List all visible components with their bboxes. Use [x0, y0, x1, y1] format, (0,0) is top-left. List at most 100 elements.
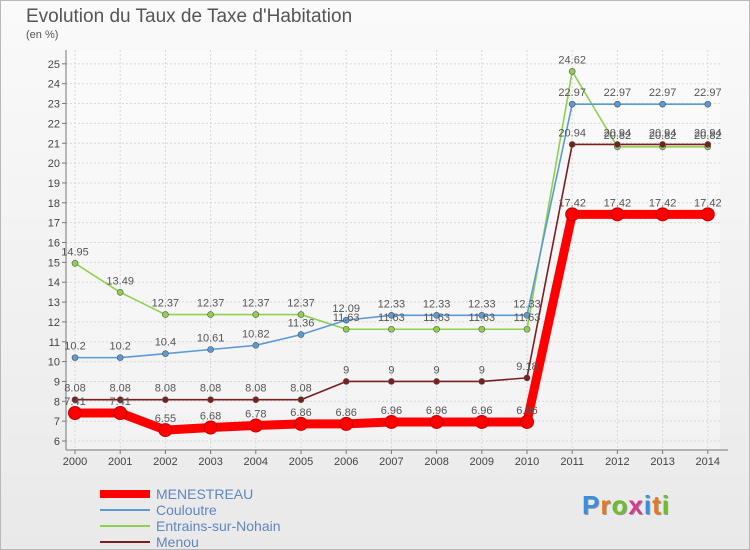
data-label: 22.97 [558, 87, 586, 99]
data-label: 12.37 [242, 298, 270, 310]
legend-label-couloutre: Couloutre [156, 502, 217, 518]
legend-swatch-menou [100, 541, 150, 543]
data-label: 17.42 [649, 197, 677, 209]
data-point [655, 207, 670, 222]
data-label: 12.33 [423, 298, 451, 310]
data-label: 11.36 [288, 318, 315, 330]
data-label: 11.63 [378, 312, 405, 324]
logo-letter: x [628, 490, 644, 520]
data-point [207, 346, 214, 353]
data-point [342, 325, 350, 333]
data-label: 6.68 [200, 411, 221, 423]
data-label: 9 [343, 364, 349, 376]
data-point [203, 420, 218, 435]
data-label: 20.94 [604, 127, 632, 139]
data-label: 12.37 [287, 298, 315, 310]
data-point [478, 378, 486, 385]
data-label: 8.08 [200, 383, 221, 395]
x-tick-label: 2008 [424, 456, 448, 468]
data-label: 10.82 [242, 328, 270, 340]
data-label: 6.96 [471, 405, 492, 417]
data-label: 20.82 [649, 130, 677, 142]
logo-letter: i [643, 490, 653, 520]
data-point [162, 311, 169, 318]
data-label: 17.42 [694, 197, 722, 209]
data-label: 10.4 [155, 337, 176, 349]
logo-letter: P [582, 490, 601, 520]
data-point [659, 100, 666, 108]
legend-label-entrains: Entrains-sur-Nohain [156, 518, 281, 534]
data-point [568, 68, 576, 75]
data-point [614, 100, 621, 108]
proxiti-logo: Proxiti [582, 490, 670, 521]
data-point [659, 141, 666, 148]
data-label: 8.08 [64, 383, 85, 395]
data-label: 6.78 [245, 409, 266, 421]
data-point [700, 207, 715, 222]
x-tick-label: 2012 [605, 456, 629, 468]
data-label: 12.09 [332, 303, 360, 315]
data-point [71, 354, 79, 361]
data-point [162, 396, 169, 404]
logo-letter: i [661, 490, 670, 520]
data-point [71, 396, 79, 404]
data-label: 6.96 [426, 405, 447, 417]
logo-letter: o [611, 490, 629, 520]
data-point [388, 378, 395, 385]
data-label: 22.97 [604, 87, 632, 99]
data-point [252, 342, 260, 349]
data-point [565, 207, 580, 222]
y-tick-label: 6 [54, 436, 60, 448]
data-point [342, 316, 350, 324]
data-label: 11.63 [468, 312, 495, 324]
data-label: 12.33 [513, 298, 541, 310]
data-point [433, 312, 440, 319]
data-label: 20.94 [649, 127, 677, 139]
x-tick-label: 2003 [198, 456, 222, 468]
data-point [478, 312, 486, 319]
x-tick-label: 2006 [334, 456, 358, 468]
data-point [704, 100, 712, 108]
data-label: 20.94 [558, 127, 586, 139]
x-tick-label: 2002 [153, 456, 177, 468]
data-label: 10.61 [197, 332, 225, 344]
data-point [342, 378, 350, 385]
data-point [294, 416, 308, 431]
data-point [297, 331, 305, 338]
y-tick-label: 12 [48, 317, 60, 329]
data-label: 6.86 [335, 407, 356, 419]
y-tick-label: 23 [48, 99, 60, 111]
data-label: 9 [479, 364, 485, 376]
data-point [388, 312, 395, 319]
x-tick-label: 2011 [560, 456, 584, 468]
data-point [252, 311, 260, 318]
data-point [429, 414, 444, 429]
data-point [297, 396, 305, 404]
data-label: 6.55 [155, 413, 176, 425]
y-tick-label: 22 [48, 118, 60, 130]
data-label: 12.33 [378, 298, 406, 310]
data-point [162, 350, 169, 357]
data-label: 8.08 [290, 383, 311, 395]
data-point [610, 207, 625, 222]
y-tick-label: 25 [48, 59, 60, 71]
data-point [388, 325, 395, 333]
y-tick-label: 7 [54, 416, 60, 428]
chart-subtitle: (en %) [26, 29, 59, 41]
y-tick-label: 17 [48, 218, 60, 230]
data-label: 12.37 [152, 298, 180, 310]
data-label: 14.95 [61, 246, 89, 258]
data-point [116, 289, 124, 296]
data-point [568, 141, 576, 148]
x-tick-label: 2001 [108, 456, 132, 468]
data-label: 10.2 [109, 341, 130, 353]
legend-label-menou: Menou [156, 534, 199, 550]
data-label: 9 [434, 364, 440, 376]
data-label: 11.63 [333, 312, 360, 324]
chart-title: Evolution du Taux de Taxe d'Habitation [26, 6, 353, 27]
data-label: 20.82 [694, 130, 722, 142]
y-tick-label: 18 [48, 198, 60, 210]
legend-label-menestreau: MENESTREAU [156, 486, 254, 502]
